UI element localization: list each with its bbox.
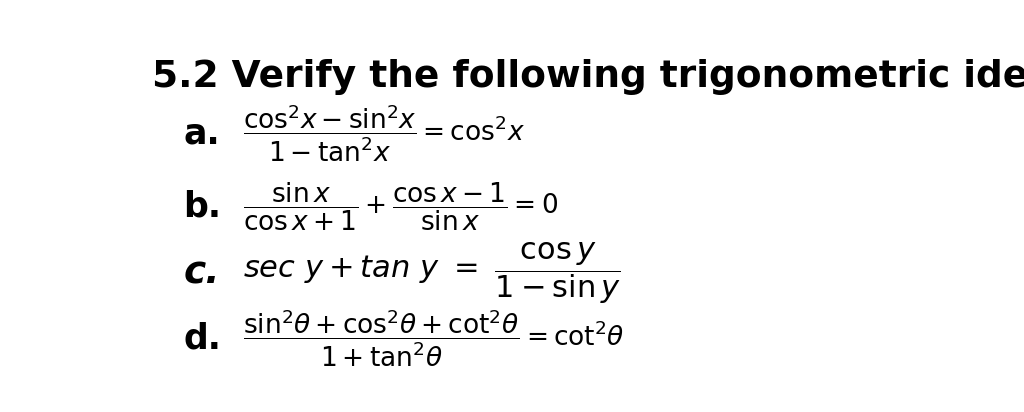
Text: $\dfrac{\cos^2\!x - \sin^2\!x}{1-\tan^2\!x} = \cos^2\!x$: $\dfrac{\cos^2\!x - \sin^2\!x}{1-\tan^2\… <box>243 103 525 164</box>
Text: 5.2 Verify the following trigonometric identities: 5.2 Verify the following trigonometric i… <box>152 59 1024 95</box>
Text: $\dfrac{\sin^2\!\theta + \cos^2\!\theta + \cot^2\!\theta}{1 + \tan^2\!\theta} = : $\dfrac{\sin^2\!\theta + \cos^2\!\theta … <box>243 307 625 369</box>
Text: a.: a. <box>183 117 220 150</box>
Text: $\dfrac{\sin x}{\cos x+1} + \dfrac{\cos x-1}{\sin x} = 0$: $\dfrac{\sin x}{\cos x+1} + \dfrac{\cos … <box>243 180 558 233</box>
Text: $sec\ y + tan\ y\ =\ \dfrac{\cos y}{1 - \sin y}$: $sec\ y + tan\ y\ =\ \dfrac{\cos y}{1 - … <box>243 240 621 306</box>
Text: d.: d. <box>183 321 221 355</box>
Text: c.: c. <box>183 255 220 291</box>
Text: b.: b. <box>183 190 221 223</box>
